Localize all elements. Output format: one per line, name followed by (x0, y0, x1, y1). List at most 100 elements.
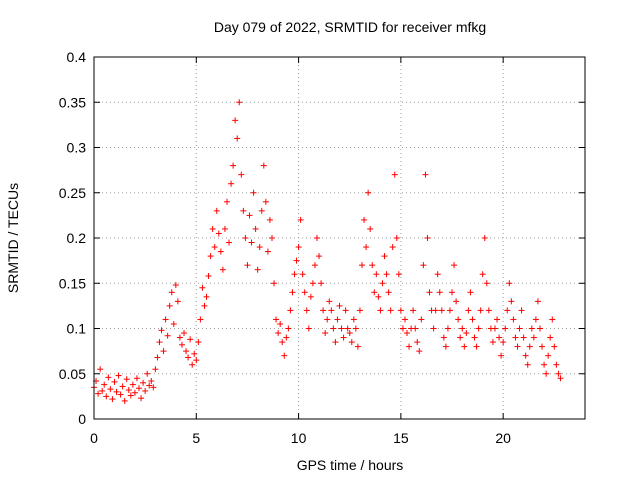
data-point (555, 370, 562, 377)
data-point (103, 393, 110, 400)
data-point (219, 266, 226, 273)
y-axis-label: SRMTID / TECUs (5, 183, 21, 293)
data-point (539, 343, 546, 350)
data-point (295, 244, 302, 251)
data-point (129, 381, 136, 388)
data-point (350, 316, 357, 323)
data-point (401, 316, 408, 323)
data-point (432, 307, 439, 314)
data-point (469, 316, 476, 323)
data-point (301, 289, 308, 296)
data-point (502, 325, 509, 332)
data-point (264, 248, 271, 255)
data-point (174, 298, 181, 305)
data-point (105, 374, 112, 381)
data-point (99, 387, 106, 394)
data-point (230, 162, 237, 169)
data-point (191, 350, 198, 357)
data-point (377, 307, 384, 314)
data-point (352, 325, 359, 332)
data-point (395, 271, 402, 278)
data-point (189, 361, 196, 368)
data-point (297, 216, 304, 223)
data-point (440, 334, 447, 341)
data-point (115, 372, 122, 379)
data-point (193, 357, 200, 364)
data-point (412, 325, 419, 332)
data-point (166, 302, 173, 309)
data-point (221, 225, 228, 232)
data-point (520, 334, 527, 341)
data-point (150, 384, 157, 391)
data-point (506, 280, 513, 287)
data-point (250, 189, 257, 196)
data-point (420, 262, 427, 269)
data-point (217, 248, 224, 255)
data-point (485, 307, 492, 314)
data-point (176, 334, 183, 341)
data-point (242, 235, 249, 241)
data-point (140, 379, 147, 386)
data-point (369, 262, 376, 269)
data-point (168, 289, 175, 296)
data-point (434, 271, 441, 278)
data-point (514, 343, 521, 350)
data-point (446, 307, 453, 314)
data-point (336, 302, 343, 309)
x-axis-label: GPS time / hours (297, 457, 404, 473)
y-tick-label: 0.05 (59, 366, 86, 382)
data-points (91, 99, 564, 404)
data-point (117, 391, 124, 398)
data-point (279, 339, 286, 346)
data-point (215, 230, 222, 237)
data-point (404, 330, 411, 337)
data-point (277, 320, 284, 327)
data-point (477, 307, 484, 314)
x-tick-label: 5 (192, 430, 200, 446)
data-point (522, 352, 529, 359)
data-point (397, 307, 404, 314)
y-tick-label: 0.2 (67, 230, 87, 246)
y-tick-label: 0.4 (67, 49, 87, 65)
data-point (313, 235, 320, 241)
data-point (152, 366, 159, 373)
data-point (500, 339, 507, 346)
data-point (479, 271, 486, 278)
data-point (461, 343, 468, 350)
data-point (455, 316, 462, 323)
data-point (318, 280, 325, 287)
data-point (381, 253, 388, 260)
data-point (160, 348, 167, 355)
data-point (356, 307, 363, 314)
data-point (311, 262, 318, 269)
data-point (379, 280, 386, 287)
data-point (142, 387, 149, 394)
data-point (97, 366, 104, 373)
data-point (281, 352, 288, 359)
data-point (363, 244, 370, 251)
data-point (326, 298, 333, 305)
data-point (494, 316, 501, 323)
y-tick-label: 0.3 (67, 140, 87, 156)
data-point (387, 307, 394, 314)
data-point (244, 262, 251, 269)
data-point (481, 235, 488, 241)
data-point (543, 370, 550, 377)
data-point (534, 298, 541, 305)
data-point (248, 239, 255, 246)
data-point (285, 325, 292, 332)
y-tick-label: 0.35 (59, 94, 86, 110)
data-point (375, 293, 382, 300)
data-point (123, 376, 130, 383)
data-point (178, 341, 185, 348)
data-point (254, 266, 261, 273)
data-point (545, 352, 552, 359)
data-point (436, 289, 443, 296)
data-point (238, 171, 245, 178)
data-point (131, 389, 138, 396)
data-point (228, 180, 235, 187)
data-point (328, 307, 335, 314)
data-point (199, 284, 206, 291)
